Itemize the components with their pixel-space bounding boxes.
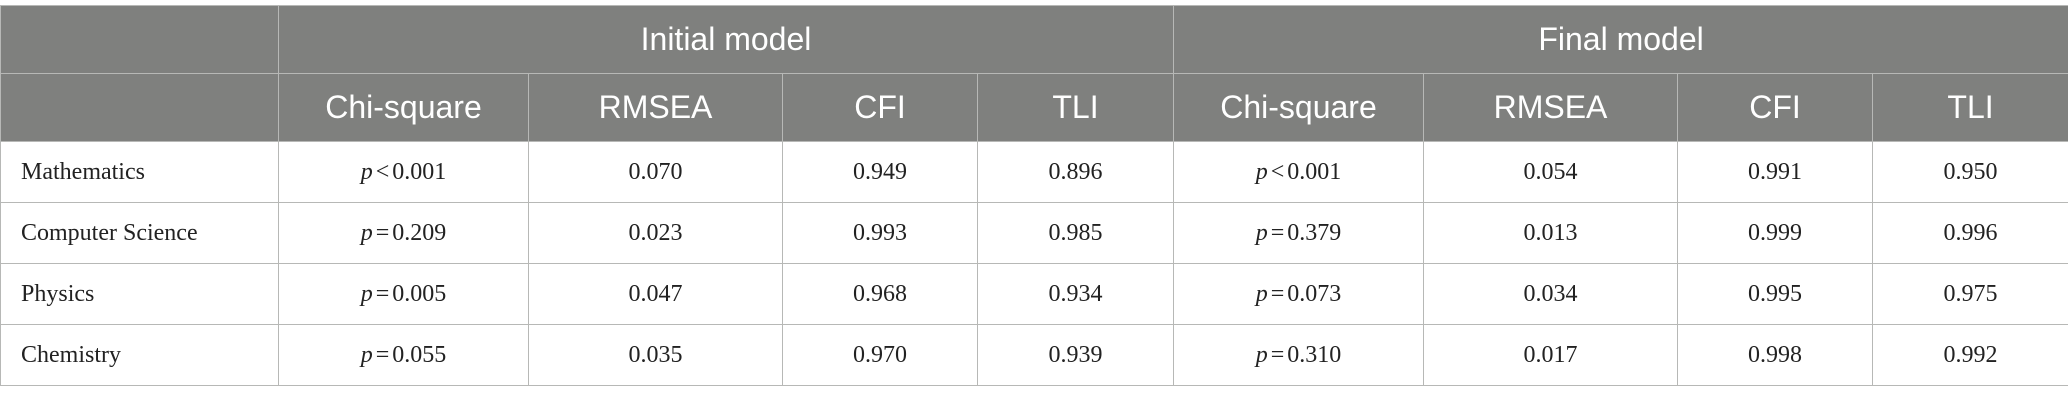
- subject-cell: Mathematics: [0, 141, 279, 203]
- p-value: 0.001: [392, 158, 447, 185]
- initial-model-header: Initial model: [278, 5, 1174, 74]
- p-value: 0.005: [392, 280, 447, 307]
- p-symbol: p: [1255, 280, 1268, 307]
- initial-tli-cell: 0.985: [977, 202, 1174, 264]
- initial-tli-header: TLI: [977, 73, 1174, 142]
- p-operator: =: [375, 341, 390, 368]
- p-value: 0.209: [392, 219, 447, 246]
- p-symbol: p: [360, 158, 373, 185]
- final-tli-header: TLI: [1871, 73, 2068, 142]
- p-symbol: p: [360, 219, 373, 246]
- model-fit-table: Initial model Final model Chi-square RMS…: [0, 5, 2068, 386]
- metric-header-row: Chi-square RMSEA CFI TLI Chi-square RMSE…: [0, 73, 2068, 142]
- p-symbol: p: [1255, 219, 1268, 246]
- p-operator: =: [375, 280, 390, 307]
- p-value: 0.055: [392, 341, 447, 368]
- p-symbol: p: [1255, 341, 1268, 368]
- final-chi-square-cell: p = 0.379: [1173, 202, 1424, 264]
- table-body: Mathematics p <0.001 0.070 0.949 0.896 p <…: [0, 141, 2068, 386]
- initial-rmsea-cell: 0.047: [528, 263, 783, 325]
- p-operator: <: [1270, 158, 1285, 185]
- p-value: 0.001: [1287, 158, 1342, 185]
- final-rmsea-header: RMSEA: [1423, 73, 1678, 142]
- p-operator: <: [375, 158, 390, 185]
- final-chi-square-cell: p <0.001: [1173, 141, 1424, 203]
- subject-header-cell: [0, 73, 279, 142]
- final-model-header: Final model: [1172, 5, 2068, 74]
- table-row: Mathematics p <0.001 0.070 0.949 0.896 p <…: [0, 141, 2068, 203]
- p-operator: =: [1270, 280, 1285, 307]
- initial-cfi-cell: 0.949: [782, 141, 978, 203]
- final-cfi-cell: 0.991: [1677, 141, 1873, 203]
- group-header-row: Initial model Final model: [0, 5, 2068, 74]
- table-header: Initial model Final model Chi-square RMS…: [0, 5, 2068, 142]
- p-operator: =: [1270, 219, 1285, 246]
- final-cfi-cell: 0.999: [1677, 202, 1873, 264]
- initial-tli-cell: 0.939: [977, 324, 1174, 386]
- p-symbol: p: [360, 280, 373, 307]
- subject-cell: Physics: [0, 263, 279, 325]
- table-row: Chemistry p = 0.055 0.035 0.970 0.939 p = 0.…: [0, 324, 2068, 386]
- subject-cell: Chemistry: [0, 324, 279, 386]
- initial-cfi-cell: 0.993: [782, 202, 978, 264]
- initial-chi-square-header: Chi-square: [278, 73, 529, 142]
- final-tli-cell: 0.950: [1871, 141, 2068, 203]
- initial-chi-square-cell: p = 0.209: [278, 202, 529, 264]
- final-cfi-header: CFI: [1677, 73, 1873, 142]
- p-value: 0.379: [1287, 219, 1342, 246]
- final-cfi-cell: 0.998: [1677, 324, 1873, 386]
- initial-chi-square-cell: p = 0.055: [278, 324, 529, 386]
- initial-tli-cell: 0.934: [977, 263, 1174, 325]
- final-tli-cell: 0.975: [1871, 263, 2068, 325]
- initial-rmsea-cell: 0.023: [528, 202, 783, 264]
- final-cfi-cell: 0.995: [1677, 263, 1873, 325]
- initial-cfi-cell: 0.968: [782, 263, 978, 325]
- model-fit-table-container: Initial model Final model Chi-square RMS…: [0, 5, 2068, 386]
- final-rmsea-cell: 0.013: [1423, 202, 1678, 264]
- initial-chi-square-cell: p <0.001: [278, 141, 529, 203]
- p-symbol: p: [360, 341, 373, 368]
- initial-rmsea-cell: 0.035: [528, 324, 783, 386]
- p-operator: =: [1270, 341, 1285, 368]
- p-operator: =: [375, 219, 390, 246]
- subject-cell: Computer Science: [0, 202, 279, 264]
- final-chi-square-header: Chi-square: [1173, 73, 1424, 142]
- initial-chi-square-cell: p = 0.005: [278, 263, 529, 325]
- final-tli-cell: 0.992: [1871, 324, 2068, 386]
- final-tli-cell: 0.996: [1871, 202, 2068, 264]
- corner-header-cell: [0, 5, 279, 74]
- final-rmsea-cell: 0.017: [1423, 324, 1678, 386]
- p-value: 0.073: [1287, 280, 1342, 307]
- final-chi-square-cell: p = 0.073: [1173, 263, 1424, 325]
- initial-tli-cell: 0.896: [977, 141, 1174, 203]
- final-chi-square-cell: p = 0.310: [1173, 324, 1424, 386]
- p-symbol: p: [1255, 158, 1268, 185]
- initial-rmsea-cell: 0.070: [528, 141, 783, 203]
- p-value: 0.310: [1287, 341, 1342, 368]
- initial-rmsea-header: RMSEA: [528, 73, 783, 142]
- table-row: Physics p = 0.005 0.047 0.968 0.934 p = 0.07…: [0, 263, 2068, 325]
- initial-cfi-cell: 0.970: [782, 324, 978, 386]
- final-rmsea-cell: 0.034: [1423, 263, 1678, 325]
- final-rmsea-cell: 0.054: [1423, 141, 1678, 203]
- initial-cfi-header: CFI: [782, 73, 978, 142]
- table-row: Computer Science p = 0.209 0.023 0.993 0.9…: [0, 202, 2068, 264]
